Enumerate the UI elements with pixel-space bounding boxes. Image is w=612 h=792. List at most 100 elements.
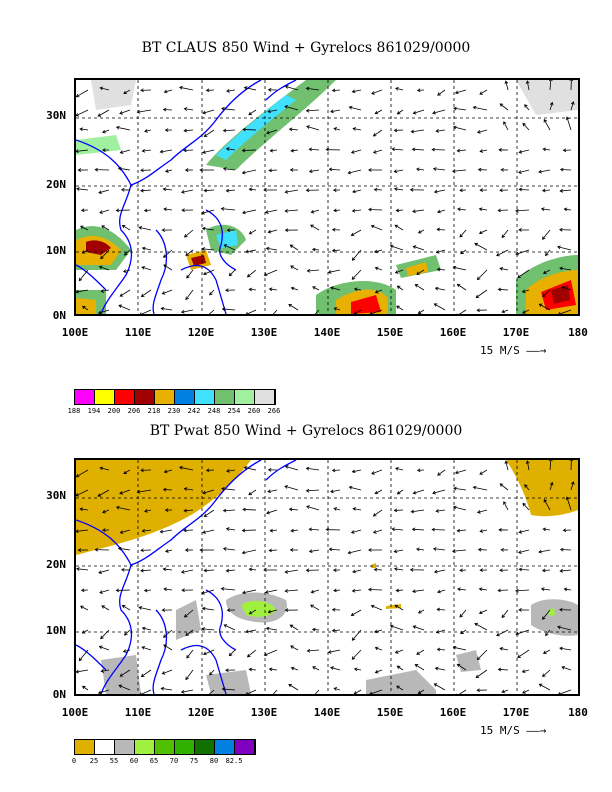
wind-arrow (80, 208, 89, 213)
wind-arrow (570, 481, 575, 491)
wind-arrow (115, 125, 131, 131)
wind-arrow (241, 209, 257, 215)
wind-arrow (332, 568, 341, 572)
colorbar-label: 254 (227, 407, 241, 415)
wind-arrow (433, 683, 446, 691)
wind-arrow (115, 588, 131, 593)
wind-arrow (269, 148, 278, 153)
wind-arrow (143, 588, 152, 593)
wind-arrow (140, 168, 152, 173)
wind-arrow (475, 289, 488, 299)
colorbar-label: 60 (129, 757, 139, 765)
wind-arrow (119, 529, 131, 534)
wind-arrow (559, 646, 572, 651)
wind-arrow (179, 465, 194, 471)
wind-arrow (241, 169, 257, 175)
wind-arrow (99, 86, 110, 91)
wind-arrow (118, 304, 131, 311)
wind-arrow (161, 669, 173, 675)
wind-arrow (416, 88, 425, 93)
wind-arrow (476, 649, 488, 661)
wind-arrow (119, 289, 131, 297)
lon-label: 170E (502, 706, 530, 719)
wind-arrow (497, 667, 509, 672)
wind-arrow (201, 247, 215, 251)
wind-arrow (350, 149, 362, 154)
wind-arrow (100, 669, 110, 673)
wind-arrow (432, 489, 446, 495)
wind-arrow (325, 147, 341, 152)
colorbar-swatch (235, 740, 255, 754)
wind-arrow (272, 309, 278, 314)
wind-arrow (310, 589, 320, 594)
wind-arrow (310, 604, 320, 611)
wind-arrow (77, 168, 89, 172)
colorbar-label: 230 (167, 407, 181, 415)
wind-arrow (351, 469, 362, 474)
wind-arrow (222, 547, 236, 551)
wind-arrow (118, 684, 131, 691)
wind-arrow (525, 80, 530, 91)
wind-arrow (306, 505, 320, 511)
wind-arrow (161, 608, 173, 613)
wind-arrow (76, 149, 89, 154)
wind-arrow (162, 187, 173, 192)
wind-arrow (78, 269, 89, 282)
wind-arrow (305, 466, 320, 471)
wind-arrow (518, 608, 530, 612)
wind-arrow (332, 188, 341, 192)
wind-arrow (163, 249, 173, 258)
wind-arrow (138, 606, 152, 611)
wind-arrow (102, 509, 110, 514)
pwat-colorbar-labels: 0 25 55 60 65 70 75 80 82.5 (72, 757, 274, 767)
wind-arrow (306, 648, 320, 653)
wind-arrow (268, 168, 278, 173)
wind-arrow (117, 546, 131, 551)
wind-arrow (352, 507, 362, 511)
wind-arrow (515, 629, 530, 636)
wind-arrow (266, 129, 278, 135)
wind-arrow (351, 269, 362, 280)
wind-arrow (138, 226, 152, 231)
wind-arrow (139, 309, 152, 314)
wind-arrow (542, 269, 551, 274)
wind-arrow (330, 286, 341, 291)
colorbar-swatch (155, 390, 175, 404)
wind-arrow (220, 206, 236, 211)
wind-arrow (517, 649, 530, 658)
wind-arrow (416, 269, 425, 275)
wind-arrow (417, 309, 425, 314)
lon-label: 170E (502, 326, 530, 339)
wind-arrow (140, 188, 152, 193)
wind-arrow (115, 208, 131, 213)
coastline (76, 80, 297, 314)
lon-label: 150E (376, 706, 404, 719)
wind-arrow (538, 169, 551, 174)
wind-arrow (565, 496, 572, 511)
wind-arrow (435, 629, 446, 634)
wind-arrow (548, 460, 553, 471)
colorbar-swatch (255, 390, 275, 404)
coastline (76, 460, 297, 694)
wind-arrow (76, 489, 89, 497)
wind-arrow (331, 628, 341, 633)
wind-arrow (183, 107, 194, 111)
wind-arrow (201, 606, 215, 611)
wind-arrow (180, 689, 194, 694)
wind-arrow (289, 548, 299, 552)
wind-arrow (228, 269, 236, 277)
wind-arrow (542, 229, 551, 240)
colorbar-swatch (75, 740, 95, 754)
wind-arrow (410, 129, 425, 134)
wind-arrow (284, 465, 299, 471)
wind-arrow (499, 483, 509, 491)
wind-arrow (225, 668, 236, 673)
wind-arrow (203, 269, 215, 276)
wind-arrow (120, 187, 131, 192)
wind-arrow (451, 169, 467, 173)
wind-arrow (141, 148, 152, 153)
wind-arrow (124, 249, 131, 256)
wind-arrow (369, 689, 383, 694)
wind-arrow (541, 568, 551, 573)
colorbar-label: 82.5 (225, 757, 243, 765)
